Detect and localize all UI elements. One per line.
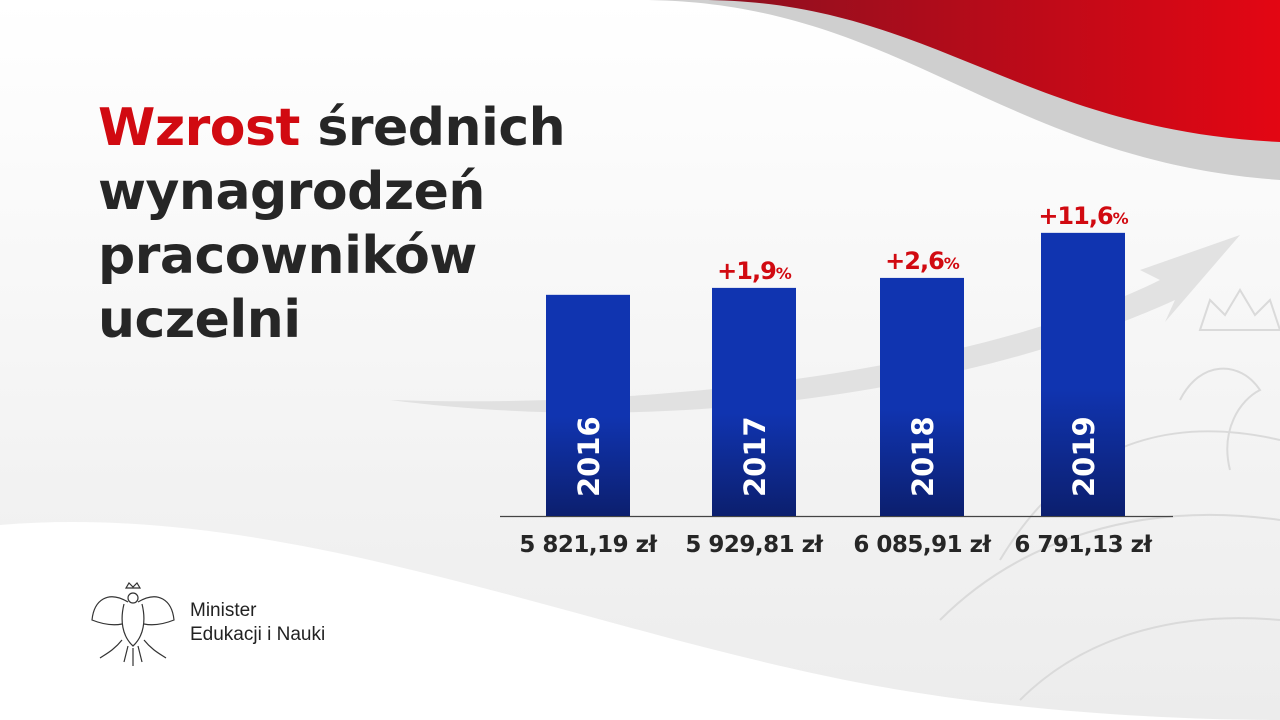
value-label: 6 791,13 zł xyxy=(1014,532,1152,558)
page-title: Wzrost średnich wynagrodzeń pracowników ucz… xyxy=(98,96,566,352)
growth-label: +1,9% xyxy=(717,257,792,285)
year-label: 2016 xyxy=(572,416,606,497)
value-label: 6 085,91 zł xyxy=(853,532,991,558)
bar-2019 xyxy=(1041,232,1125,516)
title-line2: wynagrodzeń xyxy=(98,162,485,222)
polish-eagle-emblem-icon xyxy=(91,582,175,666)
year-label: 2019 xyxy=(1067,416,1101,497)
value-label: 5 929,81 zł xyxy=(685,532,823,558)
bar-2017 xyxy=(712,287,796,516)
value-label: 5 821,19 zł xyxy=(519,532,657,558)
bar-2018 xyxy=(880,277,964,516)
title-line3: pracowników xyxy=(98,226,477,286)
ministry-name: Minister Edukacji i Nauki xyxy=(190,599,325,647)
title-line4: uczelni xyxy=(98,290,301,350)
ministry-line2: Edukacji i Nauki xyxy=(190,624,326,645)
percent-sign: % xyxy=(1113,209,1129,228)
bar-2016 xyxy=(546,294,630,516)
ministry-line1: Minister xyxy=(190,600,257,621)
year-label: 2018 xyxy=(906,416,940,497)
percent-sign: % xyxy=(944,254,960,273)
title-highlight: Wzrost xyxy=(98,98,300,158)
percent-sign: % xyxy=(776,264,792,283)
growth-label: +2,6% xyxy=(885,247,960,275)
year-label: 2017 xyxy=(738,416,772,497)
growth-label: +11,6% xyxy=(1038,202,1128,230)
title-line1: średnich xyxy=(299,98,566,158)
